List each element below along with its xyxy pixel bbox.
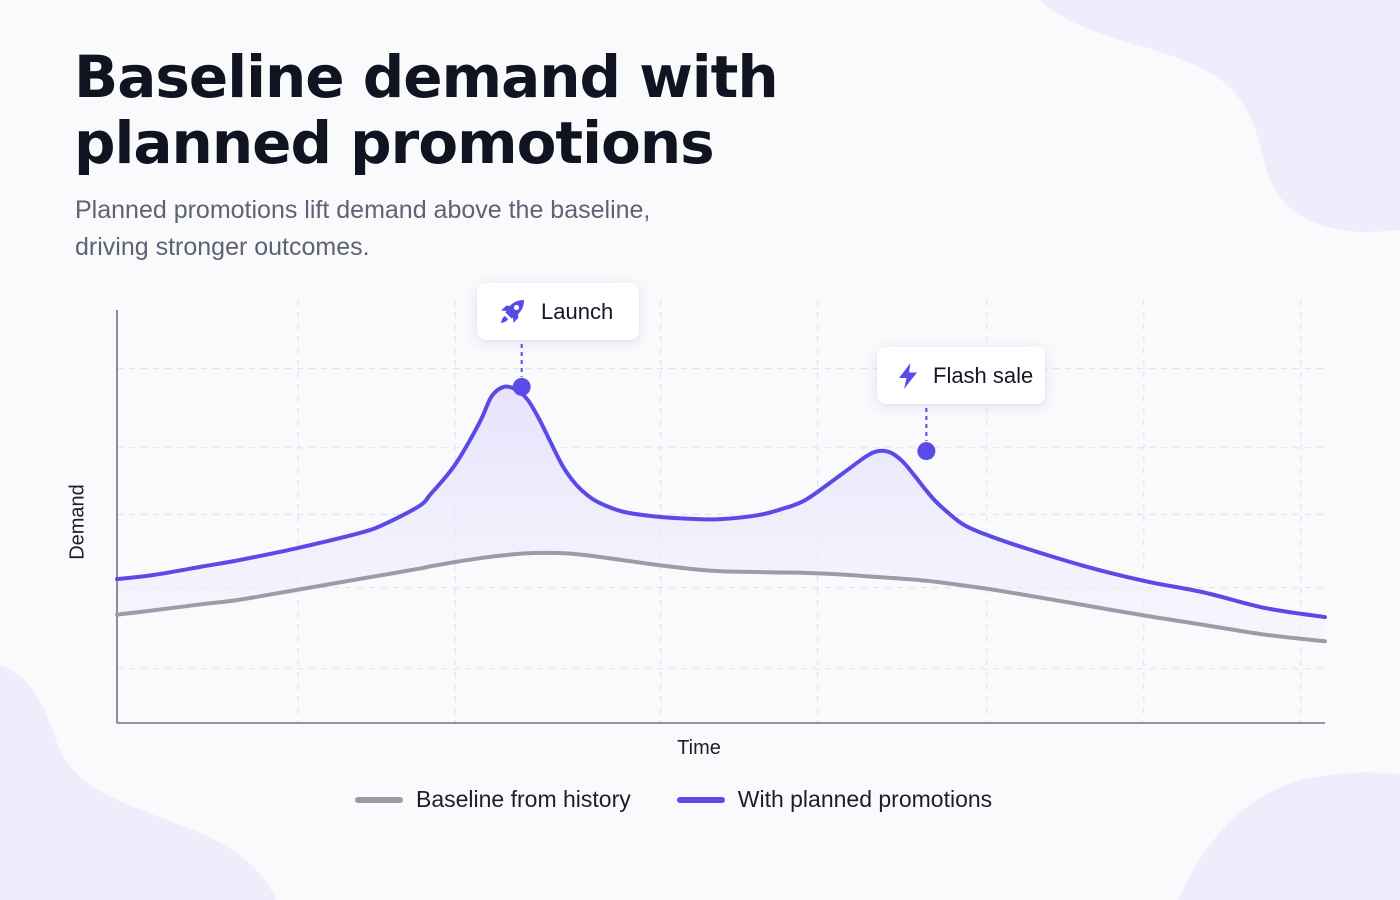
legend-item-promotions: With planned promotions	[676, 786, 993, 813]
flash-sale-callout: Flash sale	[877, 347, 1045, 404]
lightning-icon	[893, 361, 923, 391]
series-line-promotions	[115, 384, 1327, 620]
title-line: Baseline demand with	[74, 43, 779, 111]
legend-item-baseline: Baseline from history	[355, 786, 631, 813]
lift-area	[117, 386, 1325, 642]
page-title: Baseline demand with planned promotions	[74, 43, 779, 177]
title-line: planned promotions	[74, 109, 715, 177]
legend-swatch-promotions	[676, 796, 725, 803]
bottom-left-blob	[0, 665, 276, 900]
legend: Baseline from history With planned promo…	[355, 786, 1038, 813]
legend-label-baseline: Baseline from history	[416, 786, 631, 812]
flash-sale-label: Flash sale	[933, 362, 1034, 388]
bottom-right-blob	[1178, 772, 1400, 900]
rocket-icon	[497, 297, 527, 327]
series-line-baseline	[115, 550, 1327, 644]
legend-swatch-baseline	[355, 796, 403, 803]
launch-marker	[512, 377, 531, 396]
legend-label-promotions: With planned promotions	[737, 786, 993, 812]
launch-label: Launch	[541, 298, 614, 324]
launch-callout: Launch	[477, 283, 639, 340]
subtitle-line: driving stronger outcomes.	[75, 233, 370, 261]
x-axis-label: Time	[677, 737, 721, 759]
page-subtitle: Planned promotions lift demand above the…	[75, 192, 650, 266]
y-axis-label: Demand	[66, 484, 89, 560]
flash-sale-marker	[917, 442, 936, 461]
subtitle-line: Planned promotions lift demand above the…	[75, 196, 651, 224]
top-right-blob	[1040, 0, 1400, 233]
